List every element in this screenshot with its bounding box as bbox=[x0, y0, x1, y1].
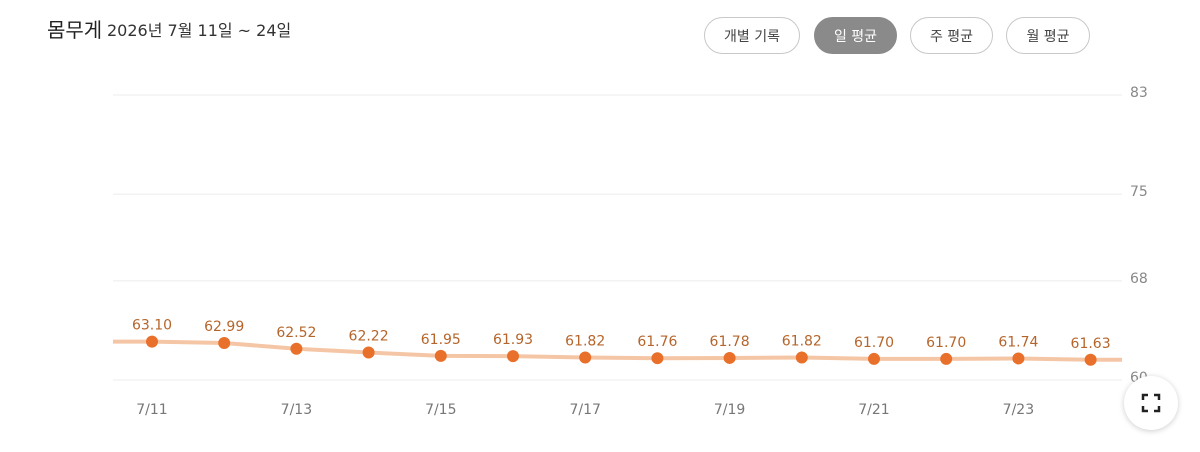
x-tick-label: 7/17 bbox=[569, 402, 600, 418]
x-tick-label: 7/19 bbox=[714, 402, 745, 418]
point bbox=[290, 342, 303, 355]
title: 몸무게 bbox=[47, 18, 103, 42]
point bbox=[1084, 353, 1097, 366]
value-label: 61.93 bbox=[493, 332, 533, 348]
value-label: 63.10 bbox=[132, 318, 172, 334]
view-button[interactable]: 일 평균 bbox=[814, 17, 897, 54]
point bbox=[940, 352, 953, 365]
point bbox=[1012, 352, 1025, 365]
view-button[interactable]: 주 평균 bbox=[910, 17, 993, 54]
value-label: 62.52 bbox=[276, 325, 316, 341]
value-label: 62.99 bbox=[204, 319, 244, 335]
value-label: 61.82 bbox=[565, 333, 605, 349]
y-tick-label: 68 bbox=[1130, 271, 1148, 287]
value-label: 61.78 bbox=[710, 334, 750, 350]
x-tick-label: 7/13 bbox=[281, 402, 312, 418]
point bbox=[507, 350, 519, 363]
fullscreen-button[interactable] bbox=[1124, 376, 1178, 430]
point bbox=[723, 351, 736, 364]
point bbox=[868, 352, 880, 365]
point bbox=[434, 349, 447, 362]
value-label: 61.70 bbox=[854, 335, 894, 351]
x-tick-label: 7/11 bbox=[136, 402, 167, 418]
point bbox=[579, 351, 592, 364]
value-label: 61.63 bbox=[1071, 336, 1111, 352]
point bbox=[146, 335, 158, 348]
fullscreen-icon bbox=[1141, 393, 1161, 413]
line bbox=[151, 339, 1091, 362]
value-label: 61.82 bbox=[782, 333, 822, 349]
subtitle: 2026년 7월 11일 ~ 24일 bbox=[107, 21, 292, 40]
value-label: 61.76 bbox=[637, 334, 677, 350]
point bbox=[651, 352, 664, 365]
value-label: 61.70 bbox=[926, 335, 966, 351]
view-button[interactable]: 개별 기록 bbox=[704, 17, 800, 54]
x-tick-label: 7/21 bbox=[858, 402, 889, 418]
x-tick-label: 7/15 bbox=[425, 402, 456, 418]
value-label: 61.74 bbox=[998, 334, 1038, 350]
point bbox=[795, 351, 808, 364]
value-label: 61.95 bbox=[421, 332, 461, 348]
y-tick-label: 83 bbox=[1130, 85, 1148, 101]
y-tick-label: 75 bbox=[1130, 184, 1148, 200]
view-button[interactable]: 월 평균 bbox=[1006, 17, 1090, 54]
point bbox=[362, 346, 375, 359]
value-label: 62.22 bbox=[349, 328, 389, 344]
point bbox=[218, 336, 231, 349]
x-tick-label: 7/23 bbox=[1003, 402, 1034, 418]
